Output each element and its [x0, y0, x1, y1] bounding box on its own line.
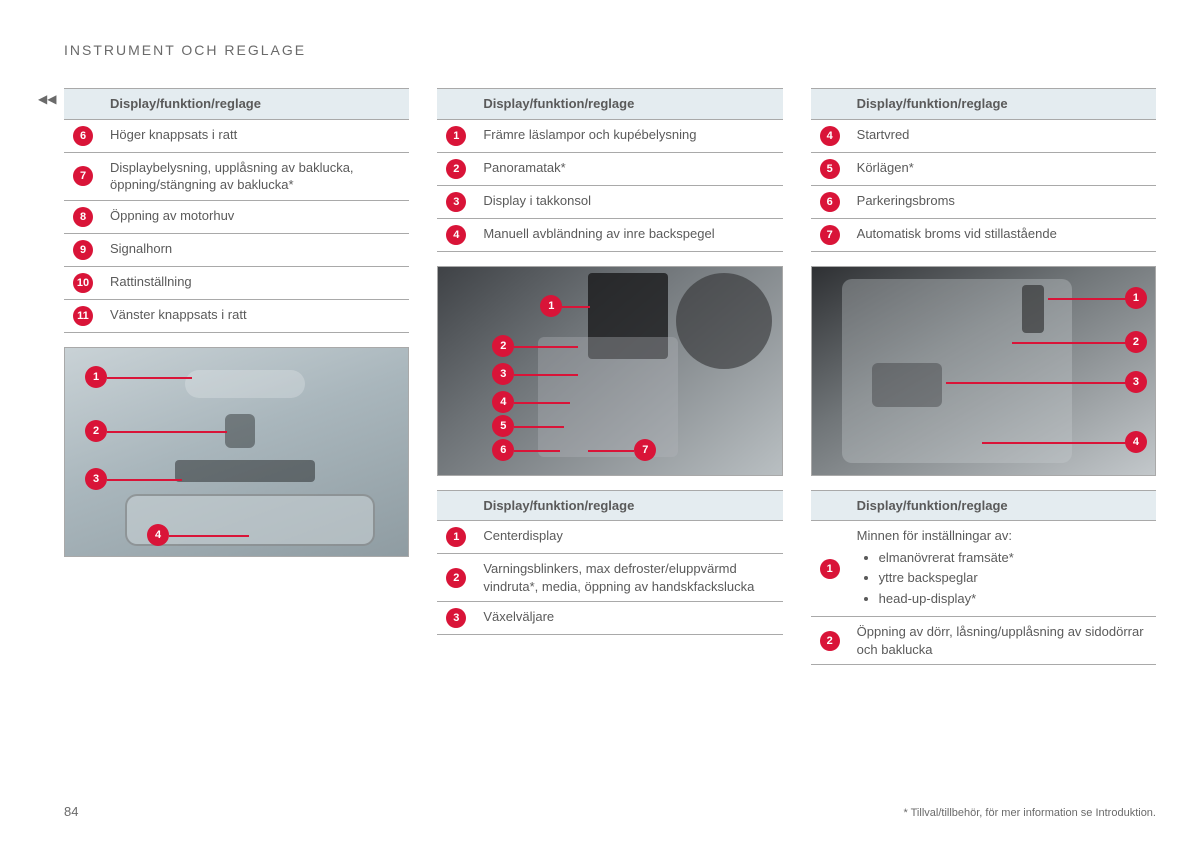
num-badge: 3 — [446, 192, 466, 212]
table-cell: Körlägen* — [849, 152, 1156, 185]
table-header: Display/funktion/reglage — [849, 89, 1156, 120]
figure-badge: 2 — [492, 335, 514, 357]
memory-item: yttre backspeglar — [879, 569, 1148, 587]
table-cell: Höger knappsats i ratt — [102, 119, 409, 152]
figure-overhead-console: 1 2 3 4 — [64, 347, 409, 557]
num-badge: 4 — [446, 225, 466, 245]
table-start-controls: Display/funktion/reglage 4 Startvred 5 Kör… — [811, 88, 1156, 252]
table-cell: Växelväljare — [475, 602, 782, 635]
num-badge: 1 — [446, 527, 466, 547]
num-badge: 7 — [820, 225, 840, 245]
num-badge: 5 — [820, 159, 840, 179]
num-badge: 3 — [446, 608, 466, 628]
footnote: * Tillval/tillbehör, för mer information… — [903, 807, 1156, 819]
table-cell: Displaybelysning, upplåsning av baklucka… — [102, 152, 409, 200]
table-cell: Öppning av dörr, låsning/upplåsning av s… — [849, 617, 1156, 665]
num-badge: 4 — [820, 126, 840, 146]
num-badge: 1 — [446, 126, 466, 146]
num-badge: 11 — [73, 306, 93, 326]
figure-badge: 5 — [492, 415, 514, 437]
column-2: Display/funktion/reglage 1 Främre läslamp… — [437, 88, 782, 679]
num-badge: 6 — [73, 126, 93, 146]
memory-item: elmanövrerat framsäte* — [879, 549, 1148, 567]
figure-badge: 2 — [85, 420, 107, 442]
table-header: Display/funktion/reglage — [102, 89, 409, 120]
figure-badge: 3 — [492, 363, 514, 385]
memory-item: head-up-display* — [879, 590, 1148, 608]
figure-center-console: 1 2 3 4 5 6 7 — [437, 266, 782, 476]
memory-lead-text: Minnen för inställningar av: — [857, 528, 1012, 543]
figure-badge: 1 — [85, 366, 107, 388]
table-cell: Manuell avbländning av inre backspegel — [475, 218, 782, 251]
figure-badge: 4 — [492, 391, 514, 413]
figure-badge: 3 — [85, 468, 107, 490]
figure-badge: 4 — [147, 524, 169, 546]
table-cell: Parkeringsbroms — [849, 185, 1156, 218]
table-header: Display/funktion/reglage — [849, 490, 1156, 521]
table-cell: Varningsblinkers, max defroster/eluppvär… — [475, 554, 782, 602]
continuation-marker: ◀◀ — [38, 92, 56, 106]
table-cell: Minnen för inställningar av: elmanövrera… — [849, 521, 1156, 617]
table-cell: Centerdisplay — [475, 521, 782, 554]
table-cell: Display i takkonsol — [475, 185, 782, 218]
figure-badge: 1 — [540, 295, 562, 317]
figure-badge: 4 — [1125, 431, 1147, 453]
num-badge: 6 — [820, 192, 840, 212]
table-cell: Främre läslampor och kupébelysning — [475, 119, 782, 152]
table-cell: Panoramatak* — [475, 152, 782, 185]
num-badge: 8 — [73, 207, 93, 227]
figure-badge: 2 — [1125, 331, 1147, 353]
table-cell: Signalhorn — [102, 233, 409, 266]
page-number: 84 — [64, 804, 78, 819]
table-cell: Automatisk broms vid stillastående — [849, 218, 1156, 251]
table-roof-controls: Display/funktion/reglage 1 Främre läslamp… — [437, 88, 782, 252]
table-center-console: Display/funktion/reglage 1Centerdisplay … — [437, 490, 782, 636]
content-columns: Display/funktion/reglage 6 Höger knappsat… — [64, 88, 1156, 679]
num-badge: 7 — [73, 166, 93, 186]
figure-badge: 3 — [1125, 371, 1147, 393]
num-badge: 2 — [446, 159, 466, 179]
figure-badge: 7 — [634, 439, 656, 461]
table-header: Display/funktion/reglage — [475, 490, 782, 521]
table-cell: Öppning av motorhuv — [102, 200, 409, 233]
num-badge: 2 — [820, 631, 840, 651]
column-1: Display/funktion/reglage 6 Höger knappsat… — [64, 88, 409, 679]
table-door-controls: Display/funktion/reglage 1 Minnen för in… — [811, 490, 1156, 666]
table-header: Display/funktion/reglage — [475, 89, 782, 120]
num-badge: 9 — [73, 240, 93, 260]
figure-badge: 6 — [492, 439, 514, 461]
table-cell: Startvred — [849, 119, 1156, 152]
figure-door-panel: 1 2 3 4 — [811, 266, 1156, 476]
num-badge: 2 — [446, 568, 466, 588]
table-cell: Vänster knappsats i ratt — [102, 299, 409, 332]
table-left-controls: Display/funktion/reglage 6 Höger knappsat… — [64, 88, 409, 333]
num-badge: 1 — [820, 559, 840, 579]
figure-badge: 1 — [1125, 287, 1147, 309]
table-cell: Rattinställning — [102, 266, 409, 299]
section-header: INSTRUMENT OCH REGLAGE — [64, 42, 306, 58]
num-badge: 10 — [73, 273, 93, 293]
column-3: Display/funktion/reglage 4 Startvred 5 Kör… — [811, 88, 1156, 679]
